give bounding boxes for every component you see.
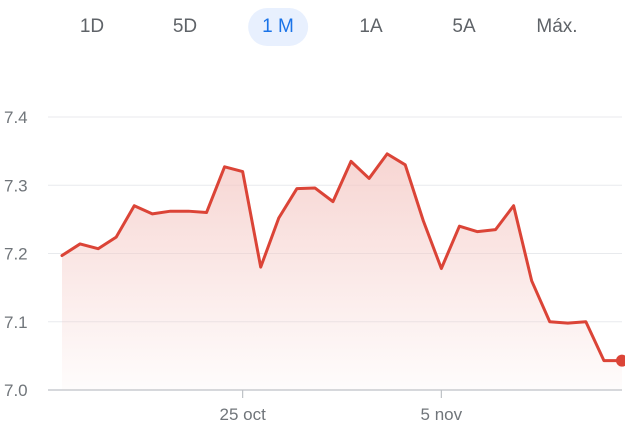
y-tick-label: 7.1 (4, 313, 28, 332)
range-tabs: 1D 5D 1 M 1A 5A Máx. (0, 0, 625, 55)
x-tick-label: 5 nov (421, 405, 463, 424)
range-tab-1a[interactable]: 1A (359, 16, 383, 37)
price-line (60, 152, 624, 363)
range-tab-1d[interactable]: 1D (79, 16, 105, 37)
area-fill (62, 153, 622, 390)
range-tab-5d[interactable]: 5D (172, 16, 198, 37)
y-tick-label: 7.2 (4, 245, 28, 264)
y-tick-label: 7.0 (4, 381, 28, 400)
x-tick-label: 25 oct (219, 405, 266, 424)
last-point-marker (616, 354, 625, 367)
range-tab-m-x[interactable]: Máx. (536, 16, 578, 37)
range-tab-1-m[interactable]: 1 M (248, 8, 308, 46)
y-tick-label: 7.3 (4, 176, 28, 195)
y-tick-label: 7.4 (4, 108, 28, 127)
range-tab-5a[interactable]: 5A (452, 16, 476, 37)
